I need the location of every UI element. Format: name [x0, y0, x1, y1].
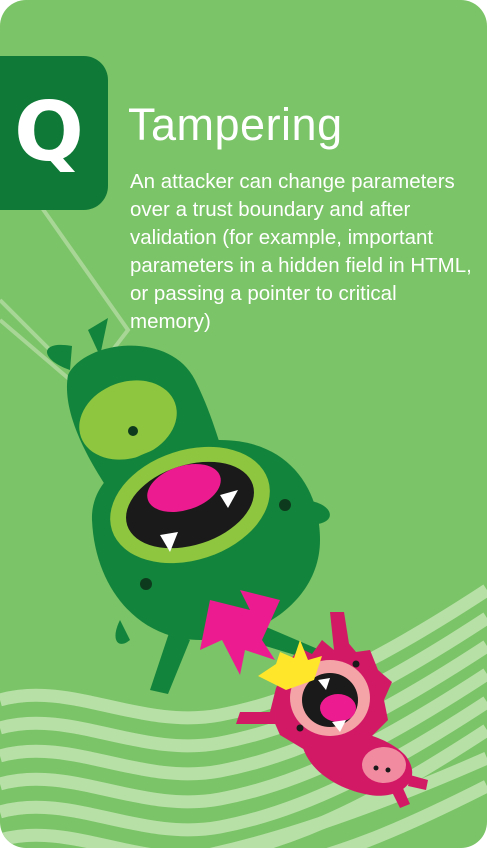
- green-monster: [47, 318, 330, 694]
- rank-letter: Q: [14, 85, 84, 180]
- crown: [258, 640, 322, 690]
- card-description: An attacker can change parameters over a…: [130, 170, 472, 333]
- rank-badge: Q: [0, 56, 108, 210]
- card-title: Tampering: [128, 99, 343, 150]
